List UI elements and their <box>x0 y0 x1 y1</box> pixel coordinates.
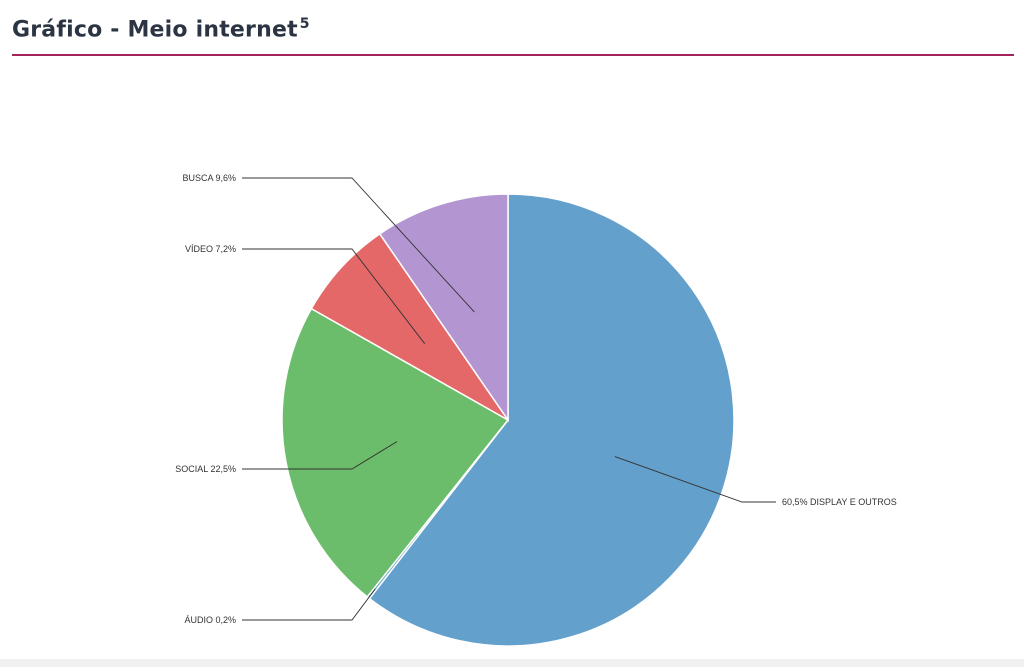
footnote-ref: 5 <box>299 16 310 32</box>
page-title: Gráfico - Meio internet 5 <box>12 6 1014 48</box>
pie-leader-lines <box>242 177 776 621</box>
slice-label-social: SOCIAL 22,5% <box>175 464 236 474</box>
leader-line-busca <box>242 177 475 313</box>
title-rule <box>12 54 1014 56</box>
leader-line-display-e-outros <box>614 456 776 503</box>
pie-slices <box>281 193 735 647</box>
pie-slice-video <box>310 232 509 421</box>
pie-slice-busca <box>378 193 509 423</box>
pie-labels: 60,5% DISPLAY E OUTROS ÁUDIO 0,2% SOCIAL 2… <box>175 173 896 625</box>
bottom-scroll-strip <box>0 659 1024 667</box>
slice-label-display-e-outros: 60,5% DISPLAY E OUTROS <box>782 497 897 507</box>
leader-line-audio <box>242 588 376 621</box>
slice-label-busca: BUSCA 9,6% <box>182 173 236 183</box>
page-header: Gráfico - Meio internet 5 <box>12 6 1014 56</box>
slice-label-audio: ÁUDIO 0,2% <box>184 615 236 625</box>
slice-label-video: VÍDEO 7,2% <box>185 244 236 254</box>
leader-line-video <box>242 248 426 344</box>
page-title-text: Gráfico - Meio internet <box>12 17 298 43</box>
pie-slice-display-e-outros <box>368 193 735 647</box>
leader-line-social <box>242 441 398 470</box>
pie-slice-social <box>281 307 510 598</box>
